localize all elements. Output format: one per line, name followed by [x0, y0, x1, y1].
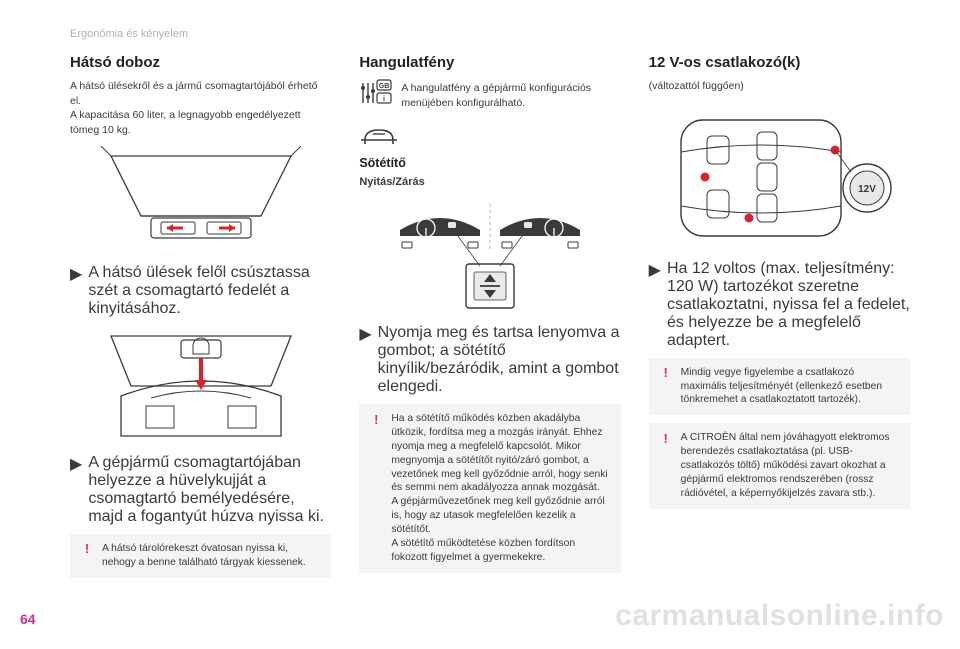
- svg-text:GB: GB: [379, 83, 390, 90]
- step-12v-connect: ▶ Ha 12 voltos (max. teljesítmény: 120 W…: [649, 260, 910, 350]
- svg-text:i: i: [383, 96, 385, 103]
- ambient-note-text: A hangulatfény a gépjármű konfigurációs …: [401, 79, 620, 110]
- col-rear-box: Hátsó doboz A hátsó ülésekről és a jármű…: [70, 50, 331, 586]
- step-marker: ▶: [70, 264, 82, 318]
- subheading-open-close: Nyitás/Zárás: [359, 176, 620, 188]
- step-marker: ▶: [649, 260, 661, 350]
- step-marker: ▶: [70, 454, 82, 526]
- warning-text: A hátsó tárolórekeszt óvatosan nyissa ki…: [102, 542, 321, 570]
- figure-rear-box-trunk: [70, 326, 331, 446]
- chapter-title: Ergonómia és kényelem: [70, 28, 910, 40]
- warning-rear-box: ! A hátsó tárolórekeszt óvatosan nyissa …: [70, 534, 331, 578]
- columns: Hátsó doboz A hátsó ülésekről és a jármű…: [70, 50, 910, 586]
- rear-box-intro: A hátsó ülésekről és a jármű csomagtartó…: [70, 79, 331, 138]
- warning-icon: !: [80, 542, 94, 556]
- watermark: carmanualsonline.info: [615, 599, 944, 633]
- warning-shade: ! Ha a sötétítő működés közben akadályba…: [359, 404, 620, 573]
- manual-page: Ergonómia és kényelem Hátsó doboz A háts…: [0, 0, 960, 649]
- heading-rear-box: Hátsó doboz: [70, 54, 331, 71]
- warning-icon: !: [369, 412, 383, 426]
- warning-12v-unapproved: ! A CITROËN által nem jóváhagyott elektr…: [649, 423, 910, 508]
- step-marker: ▶: [359, 324, 371, 396]
- col-12v: 12 V-os csatlakozó(k) (változattól függő…: [649, 50, 910, 586]
- warning-icon: !: [659, 431, 673, 445]
- warning-text: Mindig vegye figyelembe a csatlakozó max…: [681, 366, 900, 408]
- step-text: A hátsó ülések felől csúsztassa szét a c…: [88, 264, 331, 318]
- warning-text: A CITROËN által nem jóváhagyott elektrom…: [681, 431, 900, 500]
- step-text: Nyomja meg és tartsa lenyomva a gombot; …: [378, 324, 621, 396]
- page-number: 64: [20, 611, 36, 627]
- step-text: A gépjármű csomagtartójában helyezze a h…: [88, 454, 331, 526]
- warning-text: Ha a sötétítő működés közben akadályba ü…: [391, 412, 610, 565]
- step-shade-press: ▶ Nyomja meg és tartsa lenyomva a gombot…: [359, 324, 620, 396]
- heading-shade: Sötétítő: [359, 156, 620, 170]
- heading-ambient: Hangulatfény: [359, 54, 620, 71]
- heading-12v: 12 V-os csatlakozó(k): [649, 54, 910, 71]
- warning-icon: !: [659, 366, 673, 380]
- step-trunk-open: ▶ A gépjármű csomagtartójában helyezze a…: [70, 454, 331, 526]
- figure-shade-control: [359, 196, 620, 316]
- col-ambient-shade: Hangulatfény GB i: [359, 50, 620, 586]
- svg-text:12V: 12V: [858, 184, 876, 195]
- figure-rear-box-slide: [70, 146, 331, 256]
- car-front-icon: [359, 122, 620, 146]
- step-text: Ha 12 voltos (max. teljesítmény: 120 W) …: [667, 260, 910, 350]
- figure-12v-layout: 12V: [649, 102, 910, 252]
- step-slide-open: ▶ A hátsó ülések felől csúsztassa szét a…: [70, 264, 331, 318]
- ambient-config-note: GB i A hangulatfény a gépjármű konfigurá…: [359, 79, 620, 112]
- warning-12v-max: ! Mindig vegye figyelembe a csatlakozó m…: [649, 358, 910, 416]
- settings-menu-icon: GB i: [359, 79, 393, 112]
- variant-note: (változattól függően): [649, 79, 910, 94]
